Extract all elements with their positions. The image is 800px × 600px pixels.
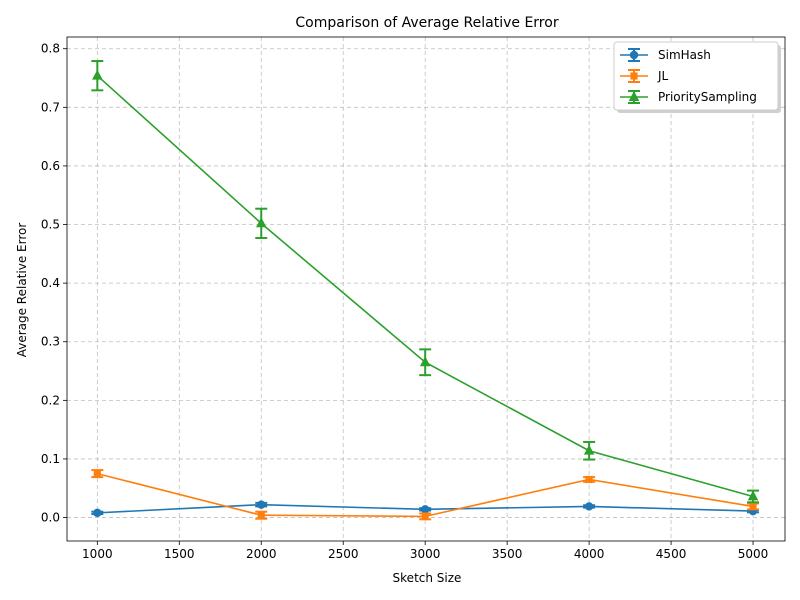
y-tick-label: 0.0 [41,511,60,525]
legend-marker [629,50,639,60]
y-tick-label: 0.4 [41,276,60,290]
legend-box [613,41,779,111]
data-point [93,470,101,478]
legend-entry: PrioritySampling [620,90,757,104]
legend-marker [630,72,638,80]
data-point [93,508,102,518]
data-point [419,356,431,367]
data-point [92,69,103,80]
y-tick-label: 0.3 [41,335,60,349]
x-axis-title: Sketch Size [393,571,462,585]
legend-marker [628,90,640,101]
x-tick-label: 2000 [246,547,277,561]
legend-entry: JL [620,69,669,83]
chart-title: Comparison of Average Relative Error [295,15,558,31]
x-tick-label: 4500 [656,547,687,561]
x-tick-label: 3000 [410,547,441,561]
x-tick-label: 2500 [328,547,359,561]
data-point [749,502,757,510]
y-axis-title: Average Relative Error [15,223,29,358]
legend-label: PrioritySampling [658,90,757,104]
data-point [421,512,429,520]
series-prioritysampling [91,60,760,504]
y-tick-label: 0.8 [41,42,60,56]
data-point [585,475,593,484]
plot-frame [66,36,786,542]
x-tick-label: 3500 [492,547,523,561]
y-tick-label: 0.7 [41,100,60,114]
series-jl [91,469,760,521]
x-tick-label: 4000 [574,547,605,561]
legend-entry: SimHash [620,48,711,62]
legend-label: SimHash [658,48,711,62]
y-tick-label: 0.6 [41,159,60,173]
data-point [747,490,759,501]
y-tick-label: 0.1 [41,452,60,466]
x-tick-label: 1500 [164,547,195,561]
data-point [583,444,595,455]
x-tick-label: 1000 [82,547,113,561]
data-point [257,511,265,519]
data-point [420,505,430,514]
data-point [257,500,266,509]
axes: 1000 1500 2000 2500 3000 3500 4000 4500 5000 0.0 0… [41,36,786,561]
y-tick-label: 0.5 [41,218,60,232]
series-simhash [91,500,760,518]
data-point [256,217,267,228]
x-tick-label: 5000 [738,547,769,561]
legend-label: JL [657,69,669,83]
legend: SimHash JL PrioritySampling [613,41,781,113]
series-layer [91,60,760,521]
data-point [584,502,594,511]
y-tick-label: 0.2 [41,393,60,407]
